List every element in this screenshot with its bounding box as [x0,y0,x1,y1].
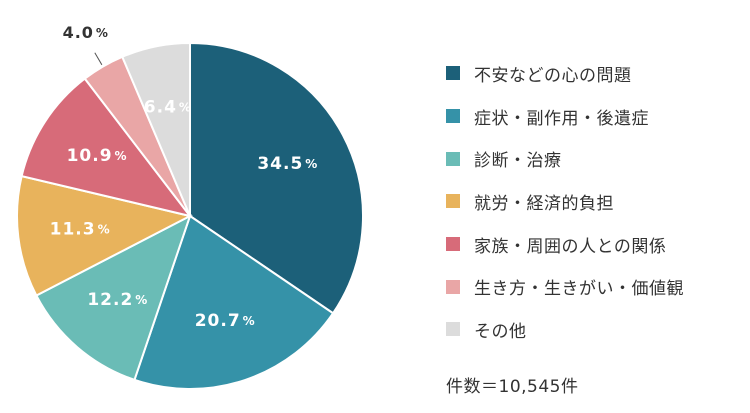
legend-swatch-2 [446,151,460,166]
legend-label-0: 不安などの心の問題 [474,65,632,86]
legend-swatch-5 [446,279,460,294]
legend-swatch-0 [446,66,460,81]
legend-label-5: 生き方・生きがい・価値観 [474,279,684,300]
leader-line-5 [94,52,103,66]
legend-swatch-6 [446,322,460,337]
slice-value-label-0: 34.5% [257,154,318,174]
slice-value-label-2: 12.2% [87,290,148,310]
legend-swatch-4 [446,237,460,252]
legend-item-1: 症状・副作用・後遺症 [446,95,684,138]
total-count: 件数＝10,545件 [446,377,579,397]
pie-slice-4 [20,77,193,218]
legend-label-2: 診断・治療 [474,151,562,172]
pie-slice-0 [189,41,364,315]
legend-label-4: 家族・周囲の人との関係 [474,236,667,257]
legend-item-6: その他 [446,308,684,351]
pie-slice-2 [35,213,192,382]
legend-swatch-3 [446,194,460,209]
legend-item-3: 就労・経済的負担 [446,180,684,223]
legend-label-3: 就労・経済的負担 [474,193,614,214]
legend-label-6: その他 [474,321,527,342]
slice-value-label-6: 6.4% [144,98,192,118]
legend-item-5: 生き方・生きがい・価値観 [446,265,684,308]
pie-slice-1 [133,214,335,390]
legend-item-4: 家族・周囲の人との関係 [446,223,684,266]
slice-value-label-4: 10.9% [67,146,128,166]
pie-slice-6 [120,41,191,217]
legend-label-1: 症状・副作用・後遺症 [474,108,649,129]
legend: 不安などの心の問題 症状・副作用・後遺症 診断・治療就労・経済的負担家族・周囲の人と… [446,52,684,351]
legend-item-0: 不安などの心の問題 [446,52,684,95]
legend-swatch-1 [446,109,460,124]
pie-chart-svg: 34.5 % 20.7 % 12.2 % 11.3 % 10.9 % 4.0 % 6.4% [16,23,364,390]
legend-item-2: 診断・治療 [446,137,684,180]
slice-value-label-3: 11.3% [50,220,111,240]
slice-value-label-1: 20.7% [195,311,256,331]
slice-value-label-5: 4.0% [63,23,109,42]
